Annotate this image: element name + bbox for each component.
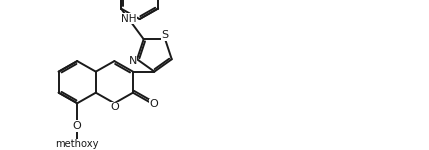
Text: O: O <box>73 121 82 131</box>
Text: N: N <box>129 56 137 66</box>
Text: NH: NH <box>121 14 137 24</box>
Text: O: O <box>149 99 158 110</box>
Text: S: S <box>162 30 169 40</box>
Text: methoxy: methoxy <box>55 139 99 149</box>
Text: O: O <box>111 102 120 112</box>
